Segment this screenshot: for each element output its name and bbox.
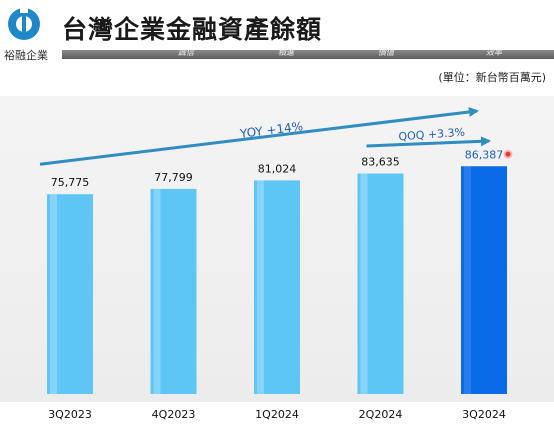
category-label-3Q2024: 3Q2024: [462, 408, 506, 421]
header: 台灣企業金融資產餘額 裕融企業 誠信 積進 價值 效率: [0, 0, 554, 62]
category-label-2Q2024: 2Q2024: [359, 408, 403, 421]
bar-2Q2024: [357, 173, 404, 394]
motto-1: 誠信: [178, 48, 194, 57]
highlight-marker-icon: [503, 149, 513, 159]
motto-3: 價值: [378, 48, 394, 57]
value-label-2Q2024: 83,635: [361, 156, 400, 169]
brand-name: 裕融企業: [4, 49, 48, 62]
motto-2: 積進: [278, 48, 294, 57]
category-label-4Q2023: 4Q2023: [152, 408, 196, 421]
bar-3Q2023: [47, 194, 93, 394]
value-label-3Q2023: 75,775: [51, 176, 90, 189]
qoq-label: QOQ +3.3%: [398, 126, 465, 144]
value-label-3Q2024: 86,387: [465, 148, 504, 161]
bar-3Q2024: [461, 166, 507, 394]
bar-shine-2Q2024: [360, 173, 368, 394]
bar-shine-3Q2024: [464, 166, 471, 394]
category-label-3Q2023: 3Q2023: [48, 408, 92, 421]
bar-shine-1Q2024: [257, 180, 264, 394]
bar-1Q2024: [254, 180, 300, 394]
unit-label: (單位：新台幣百萬元): [438, 71, 546, 84]
qoq-arrow: [366, 136, 491, 148]
bar-shine-4Q2023: [153, 188, 161, 394]
value-label-1Q2024: 81,024: [258, 162, 297, 175]
company-logo-icon: [8, 8, 40, 40]
bar-shine-3Q2023: [50, 194, 57, 394]
page-title: 台灣企業金融資產餘額: [62, 15, 323, 44]
yoy-arrow: [39, 107, 479, 166]
header-band: [62, 50, 554, 59]
category-label-1Q2024: 1Q2024: [255, 408, 299, 421]
value-label-4Q2023: 77,799: [154, 171, 193, 184]
yoy-label: YOY +14%: [238, 119, 304, 141]
bar-4Q2023: [150, 188, 197, 394]
motto-4: 效率: [486, 48, 502, 57]
